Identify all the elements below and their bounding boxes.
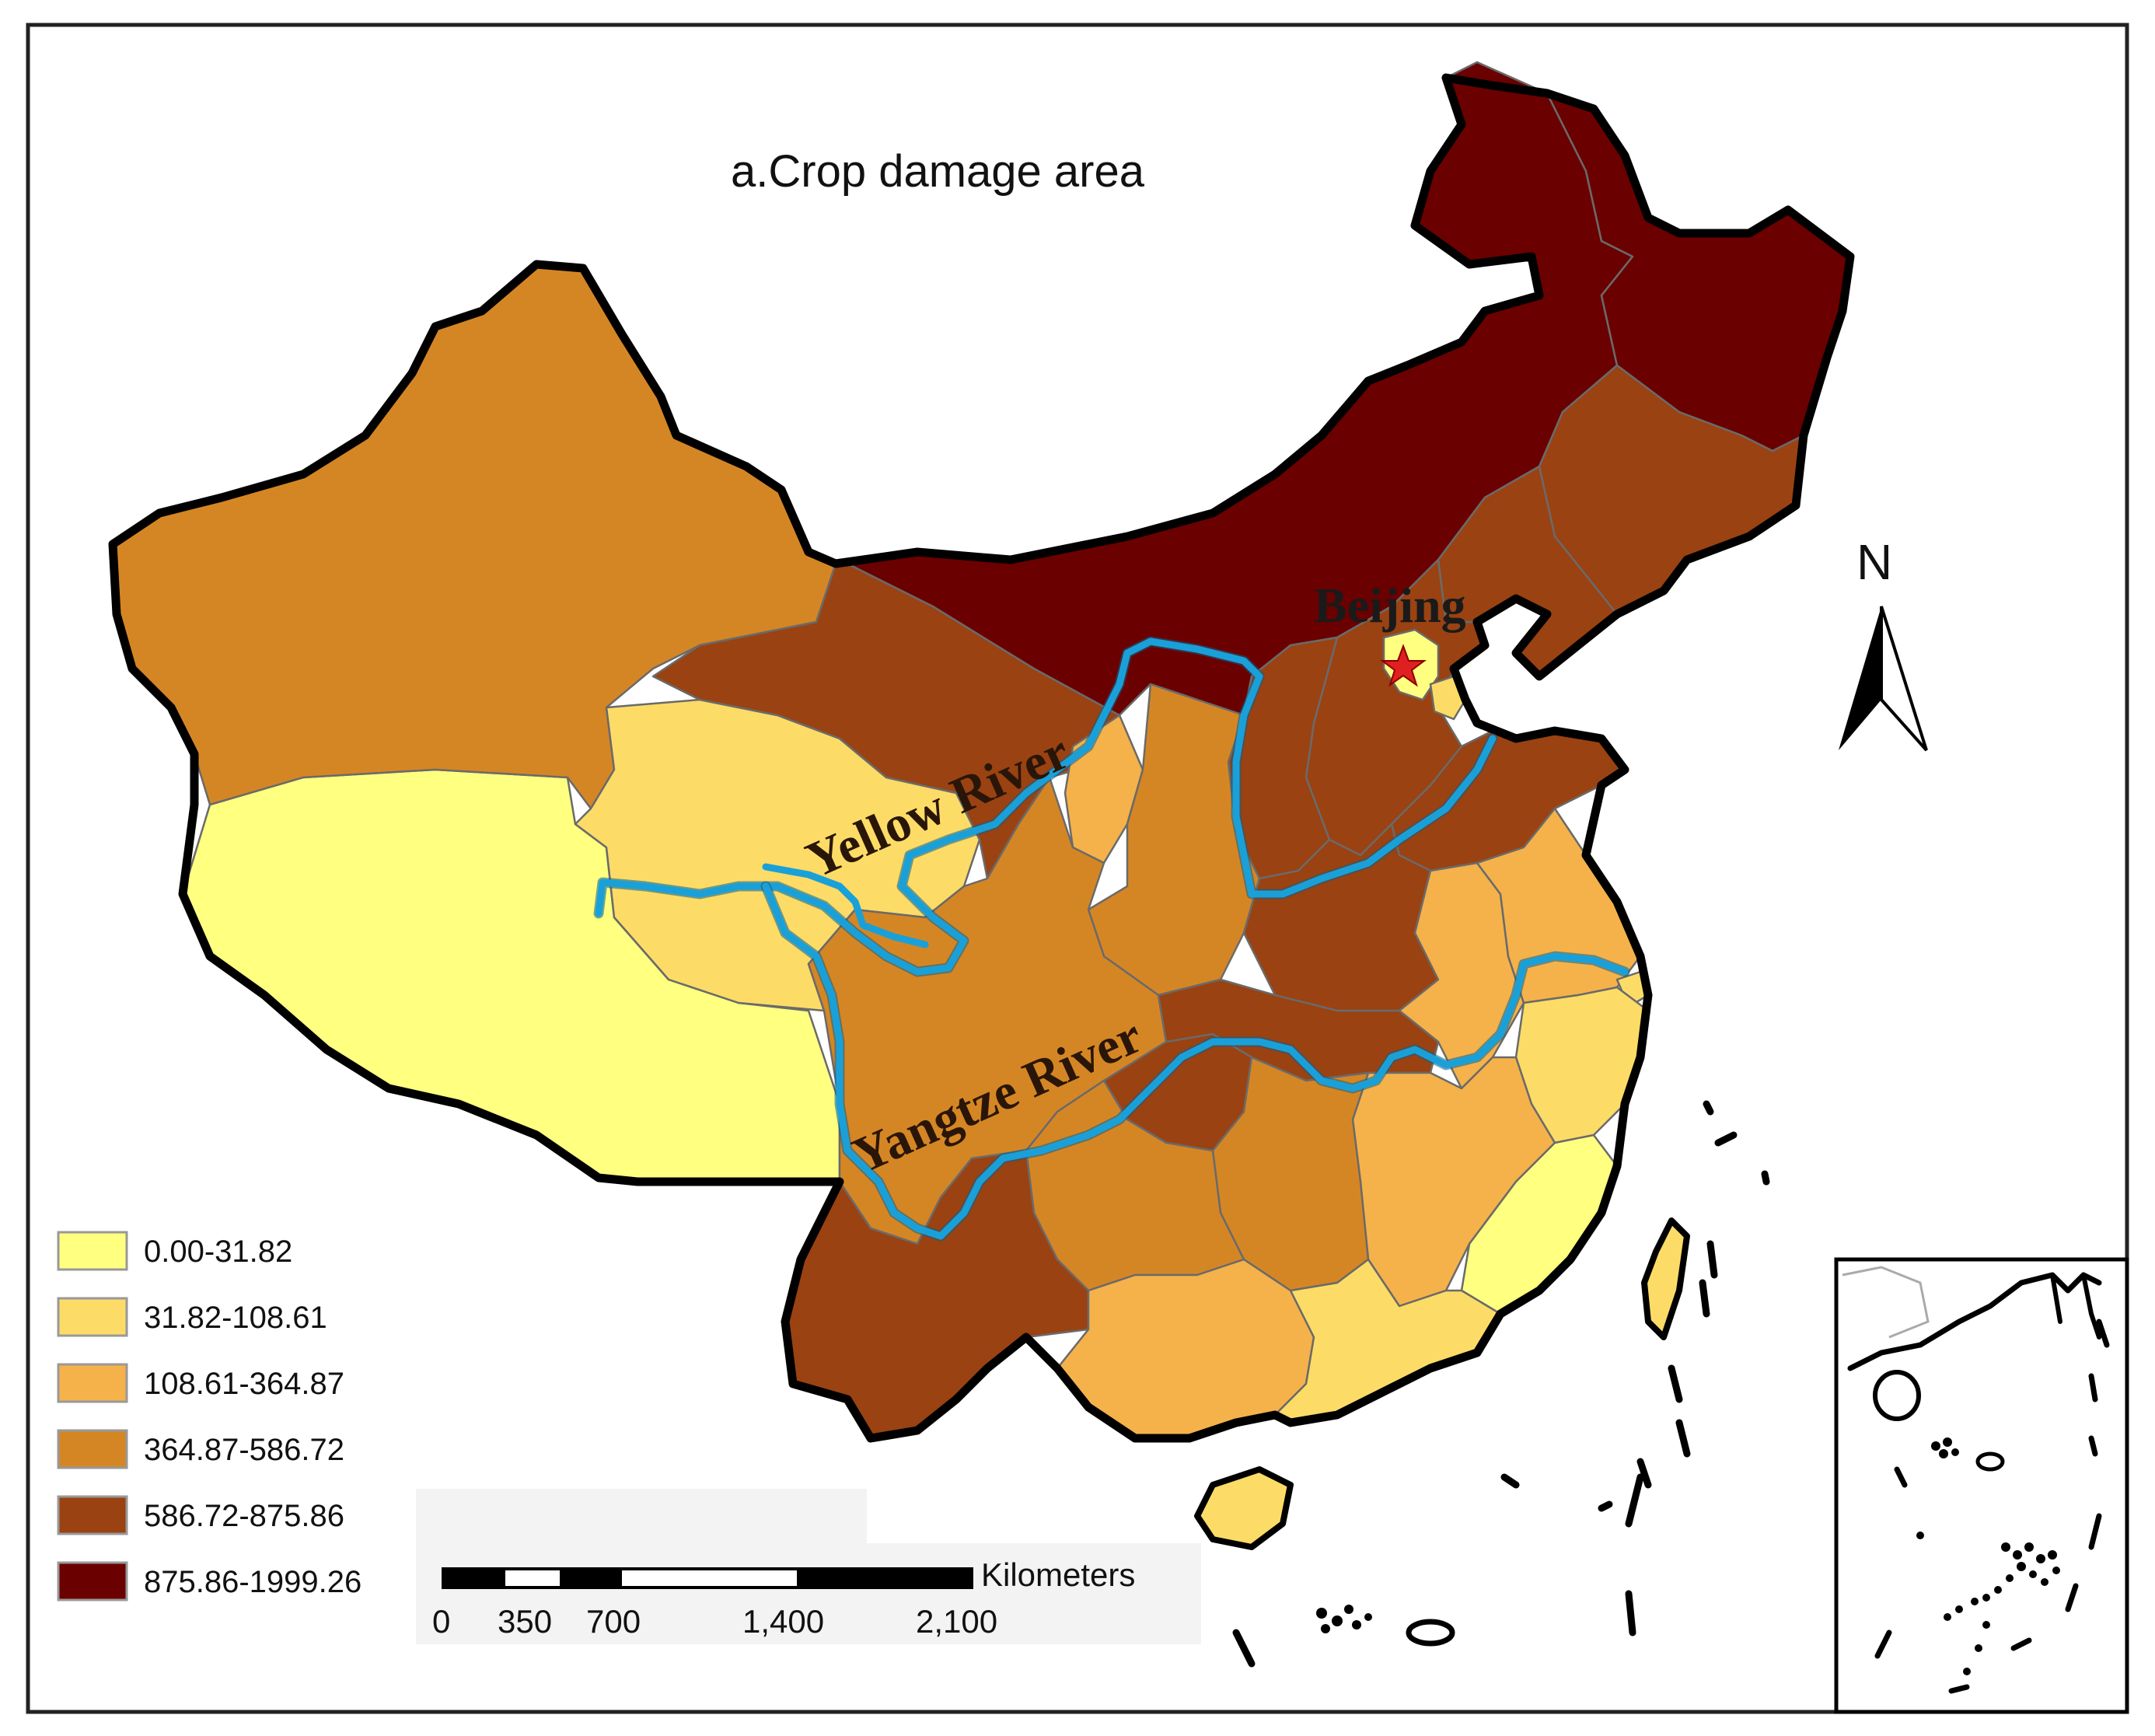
province-anhui <box>1398 861 1525 1090</box>
bohai-coast <box>1474 596 1550 679</box>
svg-text:N: N <box>1856 534 1892 590</box>
map-title: a.Crop damage area <box>731 146 1145 197</box>
scale-tick-700: 700 <box>586 1603 641 1640</box>
scale-tick-2100: 2,100 <box>916 1603 997 1640</box>
taiwan-coast <box>1641 1217 1690 1340</box>
yellow-river-line-core <box>595 637 1497 976</box>
legend-label: 108.61-364.87 <box>144 1367 344 1401</box>
legend-label: 364.87-586.72 <box>144 1433 344 1467</box>
south-china-sea-inset <box>1834 1257 2129 1714</box>
legend-swatch <box>57 1297 128 1337</box>
sea-islands <box>1232 1100 1770 1668</box>
legend-swatch <box>57 1363 128 1403</box>
legend-label: 586.72-875.86 <box>144 1499 344 1533</box>
legend-swatch <box>57 1561 128 1602</box>
legend-label: 31.82-108.61 <box>144 1301 327 1335</box>
legend-label: 875.86-1999.26 <box>144 1565 361 1599</box>
capital-star-icon <box>1380 644 1427 687</box>
yellow-river-tributary <box>762 863 929 948</box>
capital-label: Beijing <box>1314 578 1466 633</box>
hainan-coast <box>1194 1466 1294 1550</box>
svg-text:Kilometers: Kilometers <box>981 1556 1135 1593</box>
legend-swatch <box>57 1429 128 1469</box>
north-arrow-icon: N <box>1839 534 1928 752</box>
scale-tick-1400: 1,400 <box>742 1603 824 1640</box>
scale-bar: Kilometers 0 350 700 1,400 2,100 <box>416 1489 1201 1644</box>
map-frame <box>26 23 2129 1714</box>
scale-tick-0: 0 <box>432 1603 450 1640</box>
legend-label: 0.00-31.82 <box>144 1235 292 1269</box>
river-layer <box>593 636 1630 1242</box>
legend: 0.00-31.82 31.82-108.61 108.61-364.87 364.8… <box>57 1231 361 1602</box>
province-layer <box>111 61 1852 1549</box>
legend-swatch <box>57 1231 128 1271</box>
scale-tick-350: 350 <box>498 1603 552 1640</box>
yangtze-river-line-core <box>762 882 1629 1240</box>
legend-swatch <box>57 1495 128 1535</box>
